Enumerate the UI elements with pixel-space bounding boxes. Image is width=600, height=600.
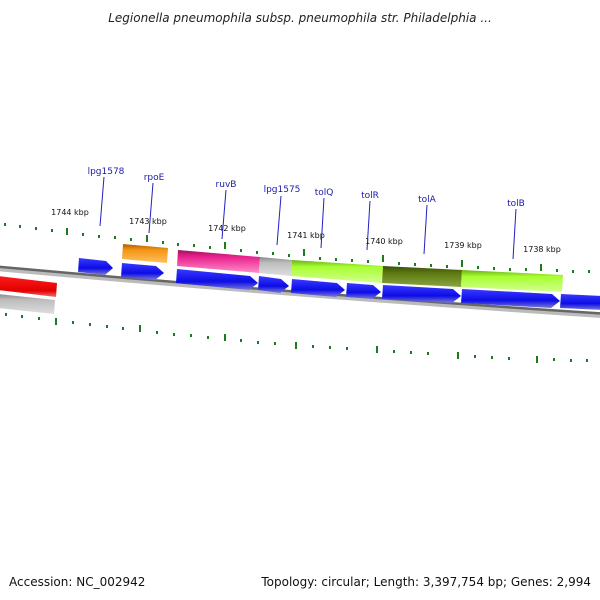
outer-feature-track — [122, 244, 563, 292]
kbp-label-1741: 1741 kbp — [287, 231, 325, 240]
gene-label-lpg1575[interactable]: lpg1575 — [264, 185, 301, 195]
feature-lime-1[interactable] — [291, 260, 383, 283]
gene-label-ruvB[interactable]: ruvB — [216, 180, 237, 190]
feature-grey-left[interactable] — [0, 294, 55, 314]
cds-arrow-tolQ[interactable] — [291, 279, 345, 297]
accession-text: Accession: NC_002942 — [9, 575, 145, 589]
gene-label-tolA[interactable]: tolA — [418, 195, 437, 205]
map-title: Legionella pneumophila subsp. pneumophil… — [108, 11, 492, 25]
gene-label-tolB[interactable]: tolB — [507, 199, 525, 209]
cds-arrow-rpoE[interactable] — [121, 263, 164, 280]
inner-tick-ring — [5, 313, 588, 363]
cds-arrow-tolA[interactable] — [382, 285, 461, 303]
cds-track — [78, 258, 600, 310]
feature-grey[interactable] — [259, 257, 292, 276]
gene-label-leaders — [99, 176, 517, 260]
cds-arrow-tolR[interactable] — [346, 283, 381, 299]
feature-red[interactable] — [0, 276, 57, 297]
kbp-label-1739: 1739 kbp — [444, 241, 482, 250]
cds-arrow-next[interactable] — [560, 294, 600, 310]
kbp-label-1742: 1742 kbp — [208, 224, 246, 233]
cds-arrow-lpg1575[interactable] — [258, 276, 289, 293]
kbp-label-1738: 1738 kbp — [523, 245, 561, 254]
feature-olive[interactable] — [382, 266, 462, 287]
gene-label-lpg1578[interactable]: lpg1578 — [88, 167, 125, 177]
kbp-labels: 1744 kbp 1743 kbp 1742 kbp 1741 kbp 1740… — [51, 208, 561, 254]
feature-lime-2[interactable] — [461, 270, 563, 292]
kbp-label-1744: 1744 kbp — [51, 208, 89, 217]
cds-arrow-tolB[interactable] — [461, 289, 560, 308]
gene-label-tolR[interactable]: tolR — [361, 191, 379, 201]
feature-orange[interactable] — [122, 244, 168, 263]
cds-arrow-lpg1578[interactable] — [78, 258, 113, 275]
kbp-label-1743: 1743 kbp — [129, 217, 167, 226]
kbp-label-1740: 1740 kbp — [365, 237, 403, 246]
topology-text: Topology: circular; Length: 3,397,754 bp… — [260, 575, 591, 589]
cds-arrow-ruvB[interactable] — [176, 269, 258, 290]
gene-label-tolQ[interactable]: tolQ — [315, 188, 334, 198]
gene-labels: lpg1578 rpoE ruvB lpg1575 tolQ tolR tolA… — [88, 167, 525, 209]
feature-pink[interactable] — [177, 250, 260, 273]
gene-label-rpoE[interactable]: rpoE — [144, 173, 165, 183]
outer-tick-ring — [4, 223, 590, 273]
